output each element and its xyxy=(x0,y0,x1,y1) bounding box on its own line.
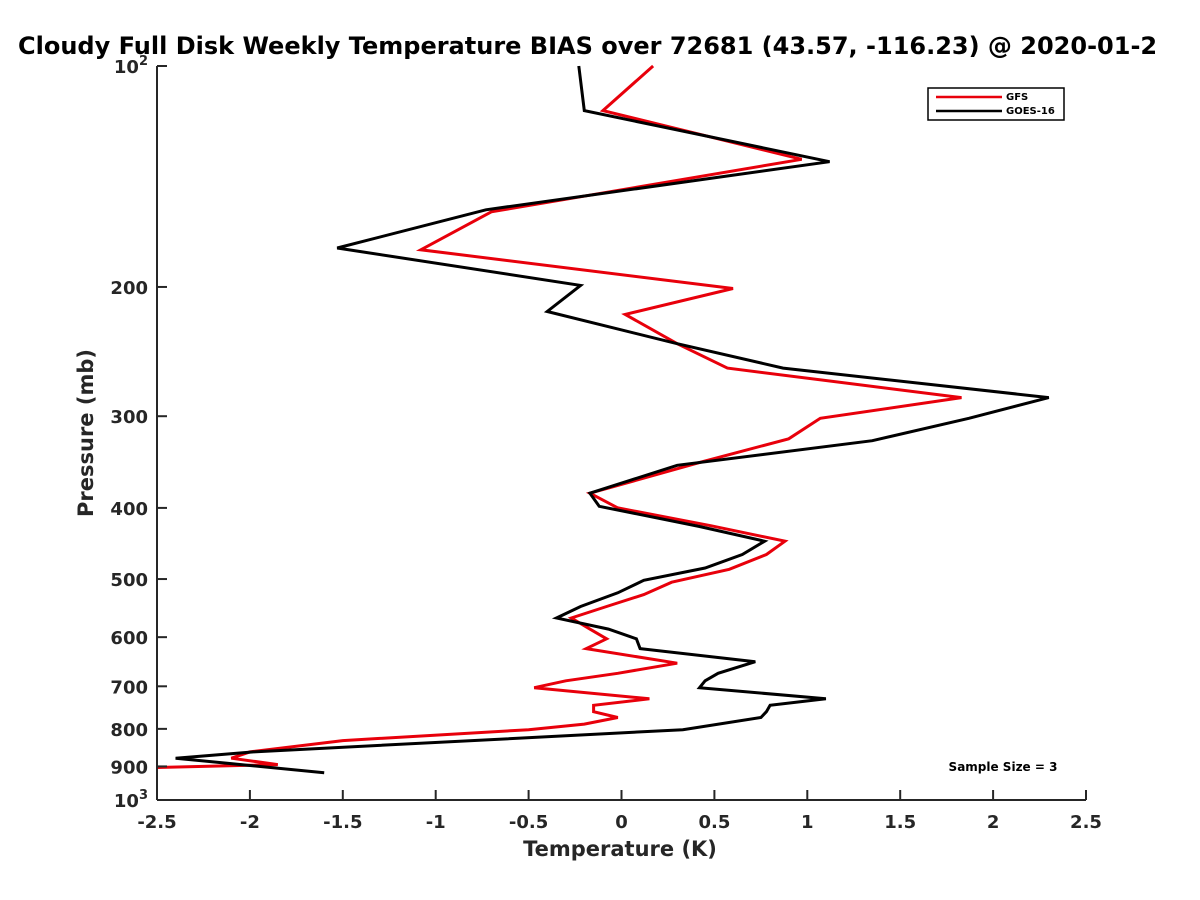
chart-title: Cloudy Full Disk Weekly Temperature BIAS… xyxy=(18,32,1157,60)
y-axis-ticks: 102 200 300 400 500 600 700 800 900 103 xyxy=(110,54,167,812)
y-axis-label: Pressure (mb) xyxy=(74,349,98,517)
x-tick-label: 1.5 xyxy=(884,812,916,833)
y-tick-label: 500 xyxy=(110,570,148,591)
x-tick-label: 1 xyxy=(801,812,814,833)
legend-box xyxy=(927,87,1065,121)
legend-label-gfs: GFS xyxy=(1006,92,1028,103)
x-tick-label: -1 xyxy=(426,812,446,833)
y-tick-label: 800 xyxy=(110,720,148,741)
y-tick-label: 600 xyxy=(110,628,148,649)
y-tick-label: 400 xyxy=(110,499,148,520)
x-tick-label: 2 xyxy=(987,812,1000,833)
x-tick-label: 0 xyxy=(615,812,628,833)
y-tick-label: 102 xyxy=(114,54,148,78)
y-tick-label: 200 xyxy=(110,278,148,299)
x-tick-label: 0.5 xyxy=(698,812,730,833)
y-tick-label: 900 xyxy=(110,757,148,778)
plot-area xyxy=(156,64,1086,801)
sample-size-annotation: Sample Size = 3 xyxy=(949,760,1058,774)
series-line-goes-16 xyxy=(175,65,1050,775)
y-tick-label: 700 xyxy=(110,677,148,698)
x-tick-label: -2 xyxy=(240,812,260,833)
x-axis-ticks: -2.5 -2 -1.5 -1 -0.5 0 0.5 1 1.5 2 2.5 xyxy=(137,790,1102,833)
x-axis-label: Temperature (K) xyxy=(523,837,717,861)
legend: GFS GOES-16 xyxy=(927,87,1065,121)
x-tick-label: -1.5 xyxy=(323,812,362,833)
legend-label-goes-16: GOES-16 xyxy=(1006,106,1055,117)
y-tick-label: 103 xyxy=(114,788,148,812)
y-tick-label: 300 xyxy=(110,407,148,428)
series-line-gfs xyxy=(156,64,962,769)
x-tick-label: 2.5 xyxy=(1070,812,1102,833)
x-tick-label: -0.5 xyxy=(509,812,548,833)
x-tick-label: -2.5 xyxy=(137,812,176,833)
